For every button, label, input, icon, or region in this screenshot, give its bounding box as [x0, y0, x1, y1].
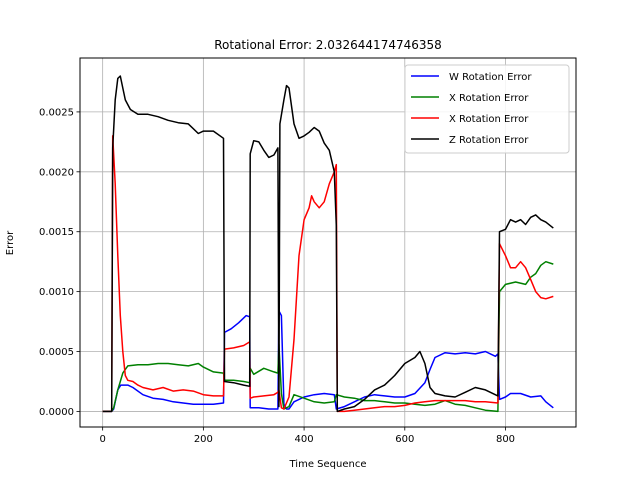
x-tick-label: 400: [295, 434, 314, 445]
x-tick-label: 800: [496, 434, 515, 445]
plot-series: [102, 75, 554, 413]
x-tick-label: 200: [194, 434, 213, 445]
y-tick-label: 0.0015: [39, 227, 74, 238]
series-line-4: [102, 75, 554, 413]
plot-frame: [79, 57, 577, 428]
x-axis-ticks: 0 200 400 600 800: [99, 427, 515, 445]
y-axis-label: Error: [5, 230, 16, 255]
chart-legend: W Rotation Error X Rotation Error X Rotati…: [404, 64, 570, 154]
y-tick-label: 0.0000: [39, 407, 74, 418]
y-axis-ticks: 0.0000 0.0005 0.0010 0.0015 0.0020 0.0025: [39, 107, 80, 418]
x-axis-label: Time Sequence: [289, 459, 367, 470]
legend-label-1: W Rotation Error: [449, 72, 532, 83]
x-tick-label: 600: [395, 434, 414, 445]
series-line-2: [102, 260, 554, 413]
chart-title: Rotational Error: 2.032644174746358: [214, 38, 442, 52]
legend-box: [404, 64, 570, 154]
y-tick-label: 0.0010: [39, 287, 74, 298]
series-line-3: [102, 135, 554, 413]
y-tick-label: 0.0020: [39, 167, 74, 178]
y-tick-label: 0.0005: [39, 347, 74, 358]
legend-label-3: X Rotation Error: [449, 114, 529, 125]
x-tick-label: 0: [99, 434, 105, 445]
legend-label-2: X Rotation Error: [449, 93, 529, 104]
y-tick-label: 0.0025: [39, 107, 74, 118]
series-line-1: [102, 310, 554, 413]
legend-label-4: Z Rotation Error: [449, 135, 529, 146]
